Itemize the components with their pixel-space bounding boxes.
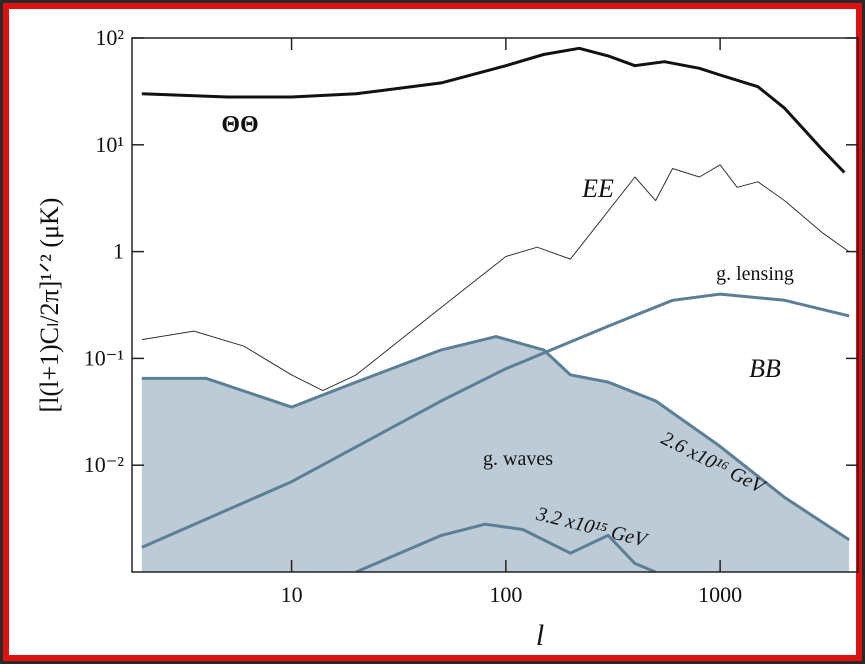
x-tick-label: 1000 bbox=[698, 582, 742, 607]
x-tick-label: 100 bbox=[489, 582, 522, 607]
annotation: g. waves bbox=[483, 448, 553, 470]
y-tick-label: 10² bbox=[95, 25, 124, 50]
y-axis-label: [l(l+1)Cₗ/2π]¹ᐟ² (μK) bbox=[35, 198, 64, 413]
y-tick-label: 1 bbox=[113, 239, 124, 264]
series-line bbox=[141, 292, 850, 549]
annotation: EE bbox=[581, 174, 614, 203]
series-line bbox=[141, 46, 846, 174]
annotation: ΘΘ bbox=[221, 112, 258, 138]
y-tick-label: 10¹ bbox=[95, 132, 124, 157]
annotation: BB bbox=[749, 354, 781, 383]
x-tick-label: 10 bbox=[281, 582, 303, 607]
y-tick-label: 10⁻² bbox=[84, 452, 125, 477]
x-axis-label: l bbox=[536, 619, 544, 652]
series-line bbox=[141, 335, 850, 542]
annotation: g. lensing bbox=[716, 263, 794, 285]
series-area bbox=[141, 336, 850, 572]
series-line bbox=[355, 522, 657, 572]
series-line bbox=[141, 164, 850, 392]
y-tick-label: 10⁻¹ bbox=[84, 345, 124, 370]
plot-area bbox=[141, 46, 850, 572]
axes-frame bbox=[131, 37, 859, 573]
